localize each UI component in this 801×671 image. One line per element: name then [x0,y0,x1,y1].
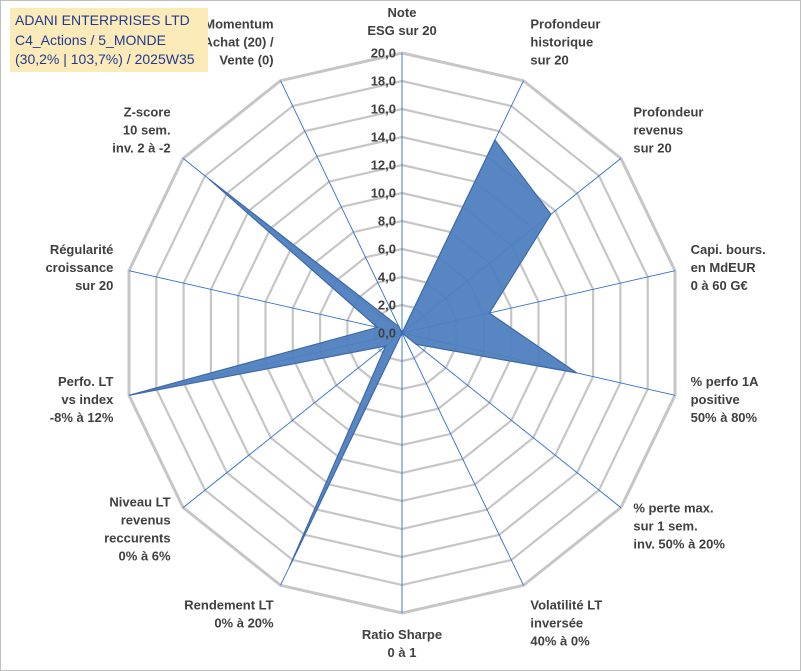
axis-label-line: vs index [61,392,114,407]
axis-label: Niveau LT revenus reccurents 0% à 6% [104,494,171,563]
axis-spoke [401,332,524,586]
axis-label-line: inv. 2 à -2 [112,141,170,156]
axis-label-line: croissance [45,260,113,275]
axis-label-line: 0 à 60 G€ [691,278,748,293]
axis-label-line: Capi. bours. [691,242,766,257]
axis-label-line: Ratio Sharpe [362,627,442,642]
axis-label-line: ESG sur 20 [367,23,436,38]
axis-label-line: Volatilité LT [530,598,602,613]
axis-spoke [401,332,622,508]
axis-label-line: 0 à 1 [388,645,417,660]
series-area [128,138,578,567]
axis-label-line: Rendement LT [184,598,273,613]
radar-series [128,138,578,567]
axis-label-line: revenus [121,512,171,527]
axis-label: % perte max. sur 1 sem. inv. 50% à 20% [633,501,725,552]
title-period: (30,2% | 103,7%) / 2025W35 [15,51,195,67]
tick-label: 4,0 [378,270,396,285]
radar-tick-labels: 0,0 2,0 4,0 6,0 8,0 10,0 12,0 14,0 16,0 18,0 20,0 [371,46,396,341]
axis-label: Rendement LT 0% à 20% [184,598,274,631]
axis-label-line: Momentum [204,16,273,31]
axis-label-line: reccurents [104,530,170,545]
axis-label-line: historique [530,34,593,49]
tick-label: 10,0 [371,186,396,201]
axis-label-line: sur 20 [75,278,113,293]
title-box: ADANI ENTERPRISES LTD C4_Actions / 5_MON… [10,8,208,72]
axis-label: Volatilité LT inversée 40% à 0% [530,598,602,649]
axis-label-line: 0% à 6% [119,548,171,563]
axis-label: Z-score 10 sem. inv. 2 à -2 [112,105,170,156]
axis-label: Régularité croissance sur 20 [45,242,113,293]
tick-label: 20,0 [371,46,396,61]
axis-label-line: -8% à 12% [50,410,114,425]
axis-label-line: Achat (20) / [204,34,274,49]
axis-label-line: inversée [530,616,583,631]
axis-label-line: 50% à 80% [691,410,758,425]
tick-label: 6,0 [378,242,396,257]
axis-label: Profondeur historique sur 20 [530,16,600,67]
axis-label-line: en MdEUR [691,260,757,275]
axis-label: Capi. bours. en MdEUR 0 à 60 G€ [691,242,766,293]
axis-label: Perfo. LT vs index -8% à 12% [50,374,114,425]
axis-label: % perfo 1A positive 50% à 80% [691,374,760,425]
title-category: C4_Actions / 5_MONDE [15,31,166,48]
axis-label: Note ESG sur 20 [367,5,436,38]
tick-label: 14,0 [371,130,396,145]
axis-label: Momentum Achat (20) / Vente (0) [204,16,274,67]
axis-label-line: % perte max. [633,501,713,516]
axis-label-line: 0% à 20% [214,616,274,631]
axis-label: Profondeur revenus sur 20 [633,105,703,156]
title-company: ADANI ENTERPRISES LTD [15,12,190,28]
axis-label-line: inv. 50% à 20% [633,537,725,552]
tick-label: 0,0 [378,326,396,341]
tick-label: 12,0 [371,158,396,173]
axis-spoke [280,80,403,334]
axis-label-line: 10 sem. [123,123,171,138]
axis-label-line: sur 20 [633,141,671,156]
axis-label-line: Régularité [50,242,114,257]
axis-label-line: Z-score [124,105,171,120]
axis-label-line: Niveau LT [109,494,170,509]
axis-spoke [128,270,403,334]
axis-label: Ratio Sharpe 0 à 1 [362,627,442,660]
tick-label: 2,0 [378,298,396,313]
axis-label-line: sur 20 [530,52,568,67]
tick-label: 8,0 [378,214,396,229]
axis-label-line: Profondeur [633,105,703,120]
axis-label-line: revenus [633,123,683,138]
tick-label: 18,0 [371,74,396,89]
axis-label-line: 40% à 0% [530,634,590,649]
axis-label-line: Profondeur [530,16,600,31]
tick-label: 16,0 [371,102,396,117]
axis-label-line: Perfo. LT [58,374,113,389]
axis-label-line: sur 1 sem. [633,519,697,534]
axis-label-line: positive [691,392,740,407]
axis-label-line: Note [388,5,417,20]
radar-axis-labels: Note ESG sur 20 Profondeur historique sur 20… [45,5,765,660]
axis-label-line: % perfo 1A [691,374,760,389]
axis-spoke [182,332,403,508]
axis-label-line: Vente (0) [219,52,273,67]
